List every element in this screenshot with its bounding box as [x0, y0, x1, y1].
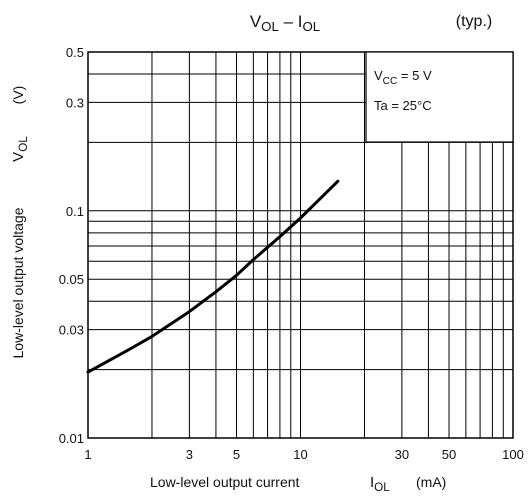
- y-tick-label: 0.3: [66, 95, 84, 110]
- x-tick-label: 5: [233, 447, 240, 462]
- x-axis-label-symbol: IOL: [370, 474, 390, 494]
- x-tick-label: 30: [395, 447, 409, 462]
- conditions-box: VCC = 5 V Ta = 25°C: [365, 51, 514, 143]
- x-axis-label-unit: (mA): [416, 474, 446, 490]
- condition-ta: Ta = 25°C: [374, 98, 432, 113]
- x-axis-label: Low-level output current IOL (mA): [150, 474, 446, 494]
- series-line: [86, 179, 340, 374]
- y-axis-label: Low-level output voltage VOL (V): [10, 86, 30, 359]
- y-tick-label: 0.05: [59, 272, 84, 287]
- y-axis-label-unit: (V): [10, 86, 26, 105]
- x-tick-label: 50: [442, 447, 456, 462]
- chart-note: (typ.): [456, 13, 492, 30]
- series-layer: [86, 179, 340, 374]
- y-tick-label: 0.5: [66, 45, 84, 60]
- y-axis-label-text: Low-level output voltage: [10, 207, 26, 358]
- y-tick-label: 0.03: [59, 323, 84, 338]
- conditions-box-bg: [365, 51, 514, 143]
- x-tick-label: 3: [186, 447, 193, 462]
- x-axis-label-text: Low-level output current: [150, 474, 300, 490]
- chart-title: VOL – IOL: [250, 12, 320, 34]
- y-tick-label: 0.01: [59, 431, 84, 446]
- x-tick-label: 1: [84, 447, 91, 462]
- x-tick-labels: 1 3 5 10 30 50 100: [84, 447, 523, 462]
- y-tick-label: 0.1: [66, 204, 84, 219]
- plot-frame: [87, 51, 514, 439]
- x-tick-label: 10: [293, 447, 307, 462]
- y-tick-labels: 0.01 0.03 0.05 0.1 0.3 0.5: [59, 45, 84, 446]
- x-tick-label: 100: [502, 447, 524, 462]
- y-axis-label-symbol: VOL: [10, 136, 30, 162]
